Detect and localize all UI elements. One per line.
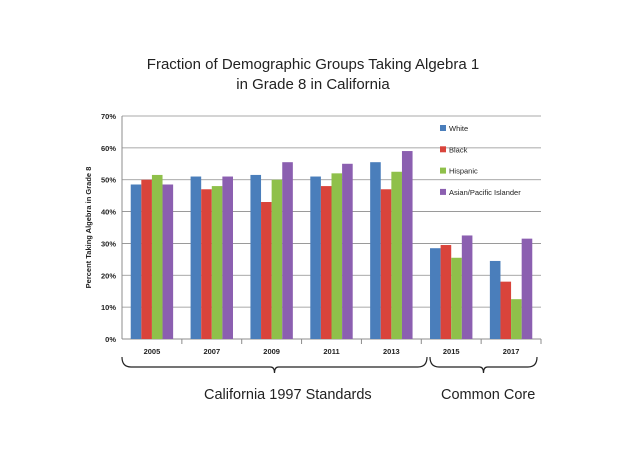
bar-black-2005 bbox=[141, 179, 152, 339]
bar-white-2017 bbox=[489, 260, 501, 339]
bar-asian-pacific-islander-2011 bbox=[342, 163, 353, 339]
y-tick-label: 40% bbox=[101, 208, 116, 217]
bar-white-2011 bbox=[310, 176, 321, 339]
x-tick-label: 2015 bbox=[443, 347, 460, 356]
bar-white-2015 bbox=[430, 248, 441, 339]
y-tick-label: 10% bbox=[101, 303, 116, 312]
y-tick-label: 0% bbox=[105, 335, 116, 344]
x-tick-label: 2017 bbox=[503, 347, 520, 356]
legend-swatch bbox=[440, 125, 446, 131]
bar-hispanic-2013 bbox=[391, 171, 402, 339]
bar-hispanic-2017 bbox=[511, 299, 522, 339]
bar-white-2013 bbox=[370, 162, 381, 339]
bar-asian-pacific-islander-2015 bbox=[461, 235, 473, 339]
y-tick-label: 60% bbox=[101, 144, 116, 153]
bar-white-2005 bbox=[130, 184, 142, 339]
x-tick-label: 2009 bbox=[263, 347, 280, 356]
group-label-common-core: Common Core bbox=[441, 387, 536, 403]
y-tick-label: 70% bbox=[101, 112, 116, 121]
group-label-california: California 1997 Standards bbox=[204, 387, 372, 403]
legend-label: Asian/Pacific Islander bbox=[449, 188, 521, 197]
bracket-california-standards bbox=[121, 356, 428, 374]
bar-asian-pacific-islander-2005 bbox=[162, 184, 174, 339]
bar-hispanic-2015 bbox=[451, 257, 462, 339]
legend-label: White bbox=[449, 124, 468, 133]
y-tick-label: 50% bbox=[101, 176, 116, 185]
bar-asian-pacific-islander-2009 bbox=[282, 162, 293, 339]
bracket-common-core bbox=[429, 356, 538, 374]
bar-hispanic-2011 bbox=[331, 173, 343, 339]
legend-swatch bbox=[440, 167, 446, 174]
bar-black-2009 bbox=[261, 202, 272, 339]
y-tick-label: 20% bbox=[101, 271, 116, 280]
x-tick-label: 2011 bbox=[323, 347, 339, 356]
bar-white-2009 bbox=[250, 174, 262, 339]
bar-hispanic-2007 bbox=[211, 186, 223, 339]
bar-hispanic-2009 bbox=[271, 179, 283, 339]
bar-black-2015 bbox=[440, 245, 452, 339]
y-axis-title: Percent Taking Algebra in Grade 8 bbox=[84, 167, 93, 289]
legend-swatch bbox=[440, 146, 446, 153]
bar-black-2011 bbox=[320, 186, 332, 339]
bar-black-2007 bbox=[201, 189, 212, 339]
bar-asian-pacific-islander-2013 bbox=[401, 151, 413, 339]
x-tick-label: 2005 bbox=[144, 347, 161, 356]
legend-label: Hispanic bbox=[449, 167, 478, 176]
bar-white-2007 bbox=[190, 176, 202, 339]
legend-swatch bbox=[440, 188, 446, 195]
bar-hispanic-2005 bbox=[151, 174, 163, 339]
bar-asian-pacific-islander-2007 bbox=[222, 176, 233, 339]
y-tick-label: 30% bbox=[101, 239, 116, 248]
x-tick-label: 2007 bbox=[203, 347, 220, 356]
bar-black-2013 bbox=[380, 189, 392, 339]
chart-title-line2: in Grade 8 in California bbox=[236, 76, 390, 93]
legend-label: Black bbox=[449, 145, 468, 154]
chart-title-line1: Fraction of Demographic Groups Taking Al… bbox=[146, 56, 480, 73]
bar-asian-pacific-islander-2017 bbox=[521, 238, 533, 339]
bar-black-2017 bbox=[500, 281, 512, 339]
x-tick-label: 2013 bbox=[383, 347, 400, 356]
